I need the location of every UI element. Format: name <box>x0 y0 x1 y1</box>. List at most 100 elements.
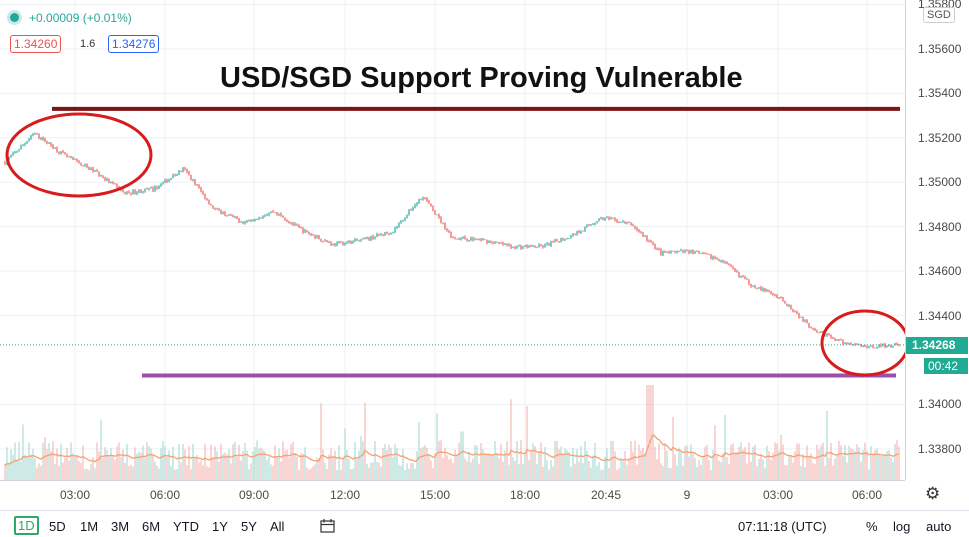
candle-body <box>606 217 608 219</box>
volume-bar <box>78 461 80 480</box>
volume-bar <box>876 448 878 480</box>
settings-gear-icon[interactable]: ⚙ <box>925 484 941 503</box>
percent-scale-toggle[interactable]: % <box>866 519 878 534</box>
volume-bar <box>428 453 430 480</box>
candle-body <box>840 339 842 341</box>
volume-bar <box>118 442 120 480</box>
buy-price-button[interactable]: 1.34276 <box>108 35 160 53</box>
volume-bar <box>186 465 188 480</box>
volume-bar <box>432 467 434 480</box>
time-axis[interactable]: 03:00 06:00 09:00 12:00 15:00 18:00 20:45 9 03:0… <box>0 480 905 511</box>
candle-body <box>524 245 526 247</box>
volume-bar <box>440 440 442 480</box>
candle-body <box>594 222 596 225</box>
volume-bar <box>468 451 470 480</box>
volume-bar <box>230 463 232 480</box>
candle-body <box>474 239 476 241</box>
volume-bar <box>94 468 96 480</box>
volume-bar <box>212 456 214 480</box>
volume-bar <box>826 410 828 480</box>
range-1d-button[interactable]: 1D <box>14 516 39 535</box>
volume-bar <box>836 454 838 480</box>
volume-bar <box>764 467 766 480</box>
volume-bar <box>266 459 268 480</box>
candle-body <box>374 237 376 239</box>
auto-scale-toggle[interactable]: auto <box>926 519 952 534</box>
volume-bar <box>610 441 612 480</box>
volume-bar <box>676 465 678 480</box>
candle-body <box>288 221 290 223</box>
volume-bar <box>888 450 890 480</box>
volume-bar <box>360 436 362 480</box>
candle-body <box>886 345 888 348</box>
candle-body <box>624 221 626 224</box>
volume-bar <box>616 469 618 480</box>
candle-body <box>772 293 774 296</box>
candle-body <box>260 217 262 219</box>
candle-body <box>104 178 106 180</box>
candle-body <box>242 221 244 224</box>
range-5y-button[interactable]: 5Y <box>241 519 257 534</box>
price-axis[interactable]: 1.35800 1.35600 1.35400 1.35200 1.35000 1.348… <box>905 0 969 480</box>
range-ytd-button[interactable]: YTD <box>173 519 199 534</box>
range-3m-button[interactable]: 3M <box>111 519 130 534</box>
candle-body <box>256 218 258 220</box>
volume-bar <box>50 450 52 480</box>
candle-body <box>22 144 24 146</box>
candle-body <box>664 251 666 253</box>
candle-body <box>856 343 858 345</box>
volume-bar <box>692 452 694 480</box>
volume-bar <box>304 447 306 480</box>
candle-body <box>138 190 140 193</box>
candle-body <box>148 188 150 190</box>
candle-body <box>30 135 32 139</box>
price-chart[interactable]: +0.00009 (+0.01%) 1.34260 1.6 1.34276 US… <box>0 0 905 480</box>
volume-bar <box>512 457 514 480</box>
volume-bar <box>184 449 186 480</box>
volume-bar <box>828 457 830 480</box>
utc-clock[interactable]: 07:11:18 (UTC) <box>738 519 827 534</box>
candle-body <box>122 190 124 193</box>
date-range-calendar-icon[interactable] <box>320 519 336 537</box>
range-1m-button[interactable]: 1M <box>80 519 99 534</box>
candle-body <box>410 209 412 211</box>
range-all-button[interactable]: All <box>270 519 285 534</box>
candle-body <box>142 191 144 193</box>
range-1y-button[interactable]: 1Y <box>212 519 228 534</box>
volume-bar <box>10 449 12 480</box>
candle-body <box>440 217 442 223</box>
volume-bar <box>780 434 782 480</box>
volume-bar <box>68 460 70 480</box>
volume-bar <box>732 443 734 480</box>
candle-body <box>790 305 792 310</box>
volume-bar <box>182 443 184 480</box>
volume-bar <box>830 442 832 480</box>
candle-body <box>686 250 688 252</box>
volume-bar <box>70 442 72 480</box>
volume-bar <box>404 469 406 480</box>
candle-body <box>538 244 540 248</box>
candle-body <box>756 288 758 290</box>
volume-bar <box>878 454 880 480</box>
candle-body <box>10 155 12 158</box>
candle-body <box>196 184 198 186</box>
volume-bar <box>698 460 700 480</box>
candle-body <box>312 234 314 236</box>
sell-price-button[interactable]: 1.34260 <box>10 35 62 53</box>
volume-bar <box>850 448 852 480</box>
chart-canvas[interactable] <box>0 0 905 480</box>
volume-bar <box>856 444 858 480</box>
candle-body <box>56 147 58 152</box>
candle-body <box>808 322 810 328</box>
candle-body <box>330 242 332 245</box>
candle-body <box>34 133 36 135</box>
volume-bar <box>238 444 240 480</box>
range-5d-button[interactable]: 5D <box>49 519 66 534</box>
range-6m-button[interactable]: 6M <box>142 519 161 534</box>
candle-body <box>64 152 66 155</box>
volume-bar <box>264 451 266 480</box>
log-scale-toggle[interactable]: log <box>893 519 911 534</box>
volume-bar <box>368 467 370 480</box>
volume-bar <box>294 452 296 480</box>
candle-body <box>644 236 646 238</box>
